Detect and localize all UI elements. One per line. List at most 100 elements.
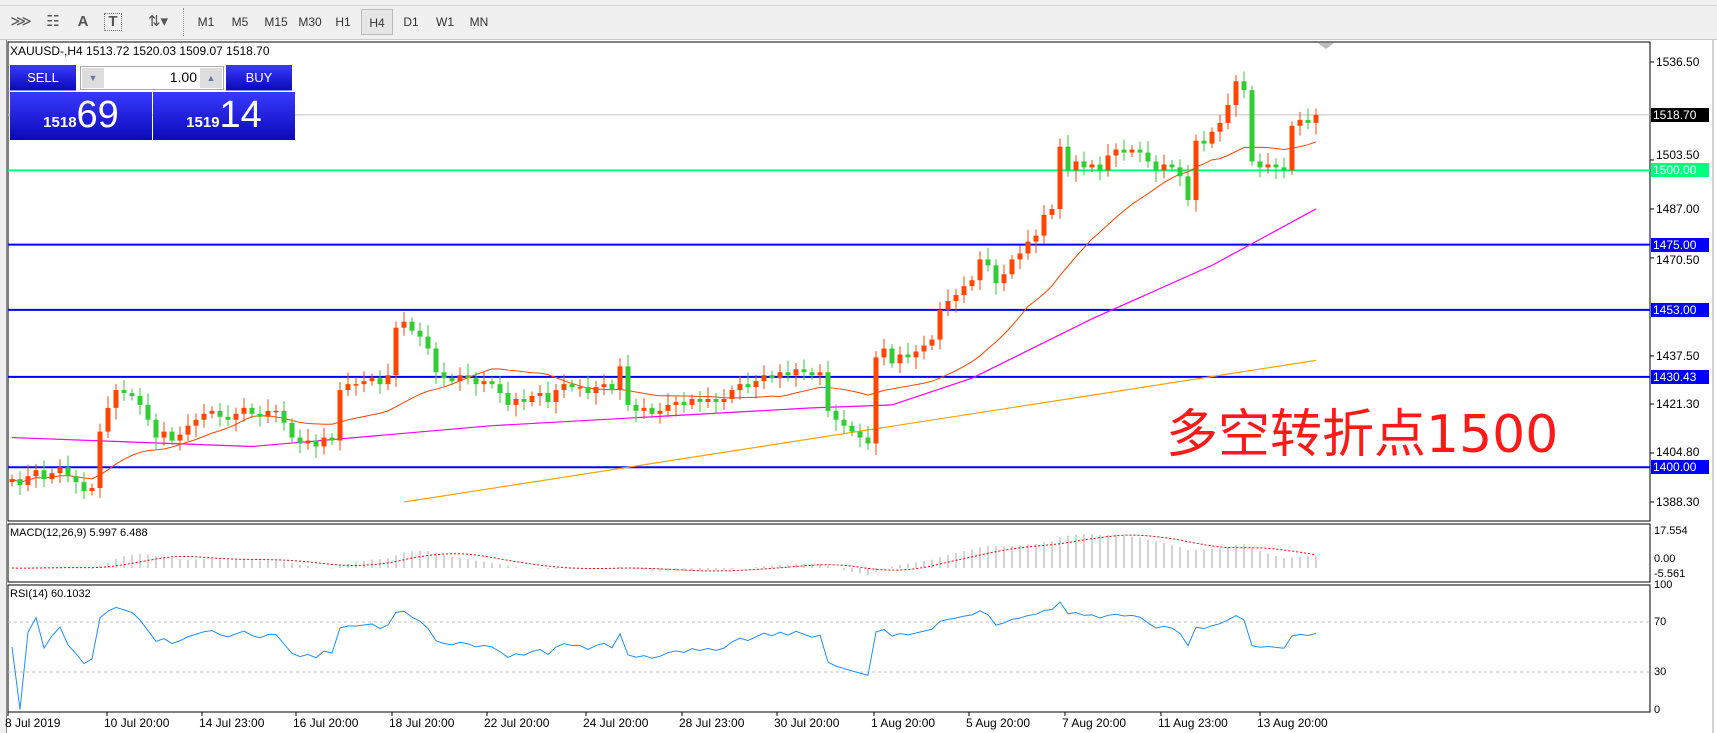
arrows-icon[interactable]: ⇅▾ [147, 13, 169, 30]
candle-body [729, 390, 735, 399]
candle [409, 317, 415, 336]
time-tick-label: 14 Jul 23:00 [199, 716, 265, 730]
candle [1313, 108, 1319, 135]
candle [1129, 145, 1135, 158]
text-icon[interactable]: A [77, 13, 89, 30]
candle [625, 354, 631, 412]
lot-size-input[interactable]: ▼ 1.00 ▲ [80, 66, 224, 90]
buy-button[interactable]: BUY [226, 65, 292, 91]
fibonacci-icon[interactable]: ☷ [46, 13, 60, 30]
candle [17, 471, 23, 495]
text-label-icon[interactable]: T [104, 13, 122, 31]
candle [297, 429, 303, 454]
candle [537, 385, 543, 406]
candle [1273, 158, 1279, 179]
candle-body [9, 479, 15, 483]
macd-tick-label: -5.561 [1654, 568, 1686, 580]
candle-body [185, 425, 191, 435]
candle [25, 464, 31, 492]
candle [1009, 254, 1015, 279]
candle-body [297, 437, 303, 444]
candle-body [129, 393, 135, 397]
candle [905, 342, 911, 364]
candle-body [1257, 161, 1263, 168]
timeframe-w1[interactable]: W1 [436, 15, 454, 29]
price-tick-label: 1487.00 [1656, 201, 1700, 216]
chart-window[interactable] [6, 40, 1717, 733]
candle [113, 383, 119, 420]
candle-body [1041, 214, 1047, 236]
candle [793, 363, 799, 387]
timeframe-d1[interactable]: D1 [403, 15, 419, 29]
candle-body [1193, 140, 1199, 201]
candle [833, 404, 839, 432]
time-tick-label: 1 Aug 20:00 [871, 716, 936, 730]
candle [369, 373, 375, 386]
candle-body [481, 381, 487, 385]
candle-body [913, 351, 919, 358]
macd-label: MACD(12,26,9) 5.997 6.488 [10, 527, 148, 539]
candle [329, 433, 335, 445]
candle-body [193, 419, 199, 426]
candle [65, 455, 71, 483]
candle [617, 358, 623, 400]
candle [393, 321, 399, 387]
candle [561, 374, 567, 399]
candle [1193, 134, 1199, 212]
candle-body [305, 440, 311, 444]
candle [961, 276, 967, 304]
elliott-wave-icon[interactable]: ⋙ [10, 13, 32, 30]
candle [953, 288, 959, 313]
candle [521, 389, 527, 410]
lot-value[interactable]: 1.00 [169, 69, 197, 85]
sell-button[interactable]: SELL [10, 65, 76, 91]
candle-body [1097, 164, 1103, 171]
candle-body [1185, 176, 1191, 201]
candle [1281, 157, 1287, 179]
candle [649, 403, 655, 419]
timeframe-h4[interactable]: H4 [361, 9, 393, 35]
time-tick-label: 11 Aug 23:00 [1158, 716, 1228, 730]
candle-body [657, 410, 663, 414]
sell-price-button[interactable]: 151869 [10, 92, 152, 140]
candle [873, 351, 879, 456]
candle-body [1281, 167, 1287, 171]
current-price-tag: 1518.70 [1651, 107, 1709, 122]
candle [289, 418, 295, 443]
candle-body [1001, 274, 1007, 284]
candle-body [1241, 81, 1247, 91]
candle [1297, 111, 1303, 136]
candle [1177, 159, 1183, 187]
candle-body [377, 378, 383, 385]
candle-body [137, 396, 143, 405]
candle [1089, 159, 1095, 172]
timeframe-m30[interactable]: M30 [298, 15, 322, 29]
candle-body [721, 398, 727, 402]
candle [169, 427, 175, 445]
candle [697, 390, 703, 412]
timeframe-mn[interactable]: MN [469, 15, 489, 29]
candle-body [1121, 149, 1127, 153]
chart-title: XAUUSD-,H4 1513.72 1520.03 1509.07 1518.… [10, 44, 270, 58]
lot-increase-button[interactable]: ▲ [200, 68, 222, 88]
candle-body [1017, 253, 1023, 260]
timeframe-m1[interactable]: M1 [197, 15, 215, 29]
candle [401, 311, 407, 336]
candle-body [89, 488, 95, 492]
candle-body [489, 381, 495, 385]
candle [673, 395, 679, 417]
candle-body [505, 393, 511, 405]
buy-price-button[interactable]: 151914 [153, 92, 295, 140]
timeframe-h1[interactable]: H1 [335, 15, 351, 29]
candle-body [665, 404, 671, 411]
candle-body [393, 327, 399, 376]
candle-body [49, 473, 55, 480]
lot-decrease-button[interactable]: ▼ [82, 68, 104, 88]
candle-body [345, 384, 351, 391]
candle-body [1113, 149, 1119, 156]
timeframe-m5[interactable]: M5 [231, 15, 249, 29]
timeframe-m15[interactable]: M15 [264, 15, 288, 29]
candle [689, 394, 695, 410]
buy-price-big: 1519 [186, 114, 220, 131]
